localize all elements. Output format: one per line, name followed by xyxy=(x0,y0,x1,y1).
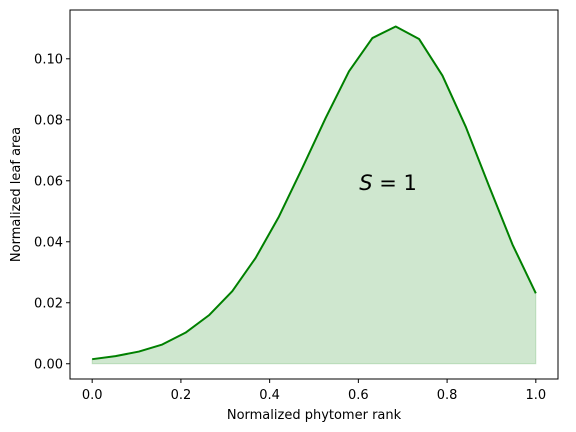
annotation-variable: S xyxy=(359,171,372,195)
y-tick-label: 0.02 xyxy=(34,296,63,311)
y-tick-label: 0.00 xyxy=(34,357,63,372)
y-tick-label: 0.10 xyxy=(34,52,63,67)
area-fill xyxy=(91,25,537,365)
y-tick-label: 0.06 xyxy=(34,174,63,189)
series-line xyxy=(92,25,537,361)
x-tick-label: 0.8 xyxy=(437,388,458,403)
x-tick-label: 0.2 xyxy=(171,388,192,403)
s-equals-annotation: S = 1 xyxy=(359,171,417,195)
plot-layer xyxy=(91,25,537,365)
x-tick-label: 0.4 xyxy=(259,388,280,403)
x-tick-label: 1.0 xyxy=(525,388,546,403)
x-axis-label: Normalized phytomer rank xyxy=(227,408,402,423)
axes-frame xyxy=(69,9,559,380)
axes-layer: 0.0 0.2 0.4 0.6 0.8 1.0 0.00 0.02 0.04 0.06 0.08 0.… xyxy=(34,9,559,403)
x-tick-label: 0.0 xyxy=(82,388,103,403)
x-tick-label: 0.6 xyxy=(348,388,369,403)
y-tick-label: 0.08 xyxy=(34,113,63,128)
y-tick-label: 0.04 xyxy=(34,235,63,250)
y-axis-label: Normalized leaf area xyxy=(9,127,24,262)
annotation-value: = 1 xyxy=(373,171,417,195)
